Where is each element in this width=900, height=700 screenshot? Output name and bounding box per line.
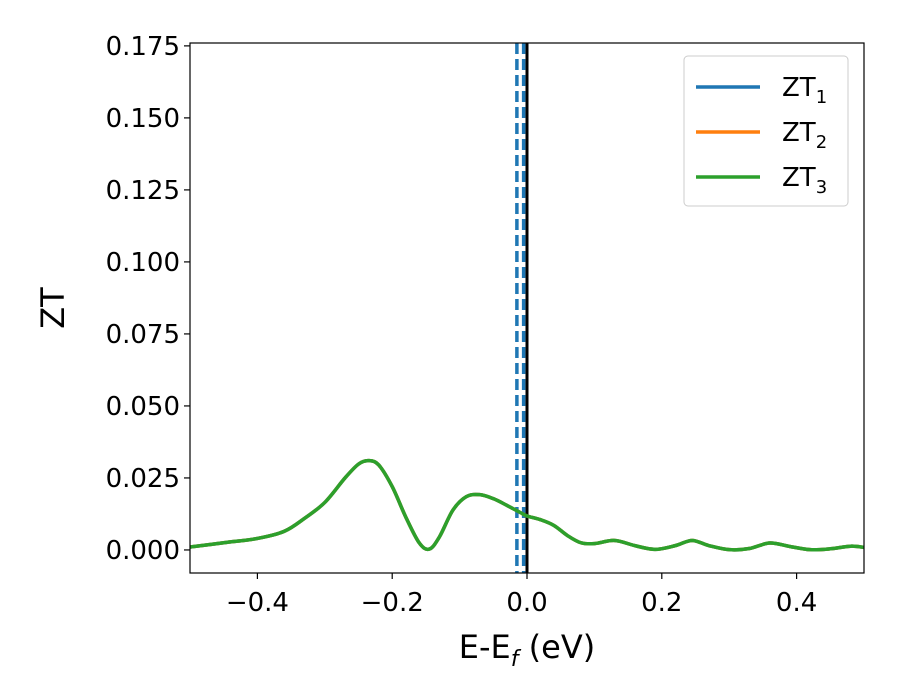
x-axis-label-sub: f	[511, 647, 522, 672]
x-axis-label: E-Ef (eV)	[459, 628, 595, 672]
x-tick-label-5: 0.4	[776, 588, 817, 618]
legend: ZT1 ZT2 ZT3	[683, 55, 849, 207]
plot-area	[190, 43, 864, 573]
legend-frame	[683, 55, 849, 207]
x-tick-label-1: −0.4	[226, 588, 289, 618]
x-axis-label-main: E-E	[459, 628, 511, 666]
y-tick-label-2: 0.025	[106, 464, 180, 494]
axes: −0.4 −0.2 0.0 0.2 0.4 0.000 0.025 0.050 0.075 0.1…	[106, 32, 865, 618]
x-axis-label-rest: (eV)	[519, 628, 596, 666]
x-tick-label-4: 0.2	[641, 588, 682, 618]
x-tick-label-3: 0.0	[506, 588, 547, 618]
legend-label-3: ZT3	[782, 163, 827, 198]
y-tick-label-3: 0.050	[106, 392, 180, 422]
y-axis-label: ZT	[34, 287, 72, 329]
series-line-3	[190, 458, 864, 552]
legend-entry-1: ZT1	[696, 73, 827, 108]
x-tick-label-2: −0.2	[361, 588, 424, 618]
y-tick-label-5: 0.100	[106, 248, 180, 278]
plot-marks	[190, 43, 864, 573]
legend-entry-2: ZT2	[696, 118, 827, 153]
legend-label-2: ZT2	[782, 118, 827, 153]
y-tick-label-8: 0.175	[106, 32, 180, 62]
y-tick-label-1: 0.000	[106, 536, 180, 566]
y-tick-label-6: 0.125	[106, 176, 180, 206]
legend-label-1: ZT1	[782, 73, 827, 108]
y-tick-label-7: 0.150	[106, 104, 180, 134]
y-tick-label-4: 0.075	[106, 320, 180, 350]
legend-entry-3: ZT3	[696, 163, 827, 198]
